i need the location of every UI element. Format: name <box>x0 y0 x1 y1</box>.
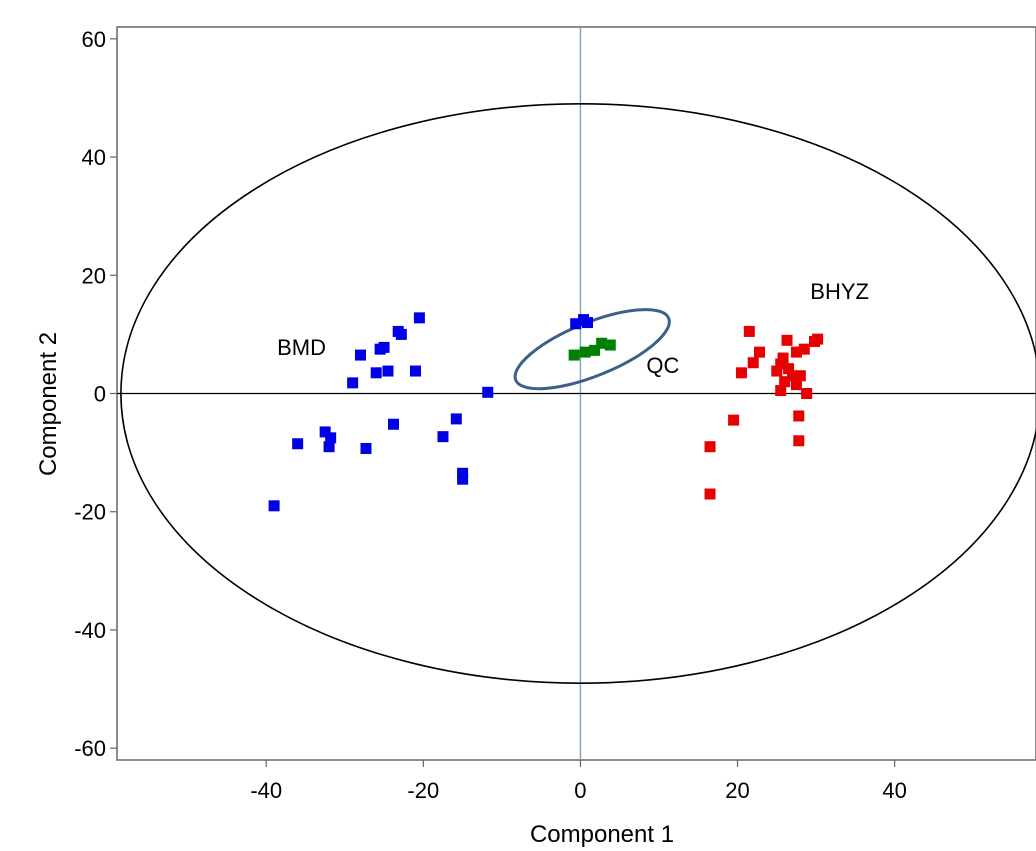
x-tick-label: 40 <box>882 778 906 803</box>
data-point <box>570 318 582 330</box>
y-tick-label: 20 <box>82 263 106 288</box>
data-point <box>604 339 616 351</box>
x-tick-label: -40 <box>250 778 282 803</box>
y-tick-label: 60 <box>82 27 106 52</box>
data-point <box>482 386 494 398</box>
data-point <box>325 432 337 444</box>
data-point <box>319 426 331 438</box>
data-point <box>378 341 390 353</box>
x-axis-ticks: -40 -20 0 20 40 <box>250 760 907 803</box>
data-point <box>812 333 824 345</box>
x-tick-label: 20 <box>725 778 749 803</box>
data-point <box>777 352 789 364</box>
data-point <box>704 488 716 500</box>
data-point <box>775 358 787 370</box>
data-point <box>347 377 359 389</box>
confidence-ellipse <box>120 103 1036 684</box>
group-label-bhyz: BHYZ <box>810 279 869 304</box>
data-point <box>775 385 787 397</box>
data-point <box>801 388 813 399</box>
x-axis-title: Component 1 <box>530 821 674 848</box>
data-point <box>794 370 806 382</box>
group-labels: BMD QC BHYZ <box>277 279 869 378</box>
data-point <box>354 349 366 361</box>
data-point <box>743 325 755 337</box>
data-point <box>581 317 593 329</box>
data-point <box>323 441 335 453</box>
data-point <box>779 376 791 388</box>
x-tick-label: 0 <box>574 778 586 803</box>
data-point <box>409 365 421 377</box>
data-point <box>798 343 810 355</box>
data-point <box>596 337 608 349</box>
data-point <box>793 410 805 422</box>
data-point <box>370 367 382 379</box>
data-point <box>292 438 304 450</box>
data-point <box>771 365 783 377</box>
data-point <box>450 413 462 425</box>
data-point <box>754 346 766 358</box>
data-point <box>787 370 799 382</box>
data-point <box>268 500 280 512</box>
data-point <box>790 346 802 358</box>
data-point <box>568 349 580 361</box>
reference-lines <box>117 27 1036 760</box>
data-point <box>382 365 394 377</box>
data-point <box>747 357 759 369</box>
data-point <box>728 414 740 426</box>
y-tick-label: -40 <box>74 618 106 643</box>
x-tick-label: -20 <box>407 778 439 803</box>
data-point <box>589 344 601 356</box>
data-point <box>387 418 399 430</box>
y-tick-label: 0 <box>94 382 106 407</box>
y-tick-label: -20 <box>74 500 106 525</box>
data-point <box>457 467 469 479</box>
y-tick-label: -60 <box>74 736 106 761</box>
y-axis-title: Component 2 <box>35 332 62 476</box>
data-point <box>413 312 425 324</box>
data-point <box>793 435 805 447</box>
y-tick-label: 40 <box>82 145 106 170</box>
data-point <box>735 367 747 379</box>
data-points <box>268 312 824 512</box>
data-point <box>781 334 793 346</box>
data-point <box>395 328 407 340</box>
group-label-bmd: BMD <box>277 335 326 360</box>
group-label-qc: QC <box>646 353 679 378</box>
y-axis-ticks: 60 40 20 0 -20 -40 -60 <box>74 27 117 761</box>
data-point <box>437 431 449 443</box>
data-point <box>579 346 591 358</box>
data-point <box>457 473 469 485</box>
data-point <box>790 379 802 391</box>
data-point <box>360 442 372 454</box>
data-point <box>783 363 795 375</box>
data-point <box>704 441 716 453</box>
